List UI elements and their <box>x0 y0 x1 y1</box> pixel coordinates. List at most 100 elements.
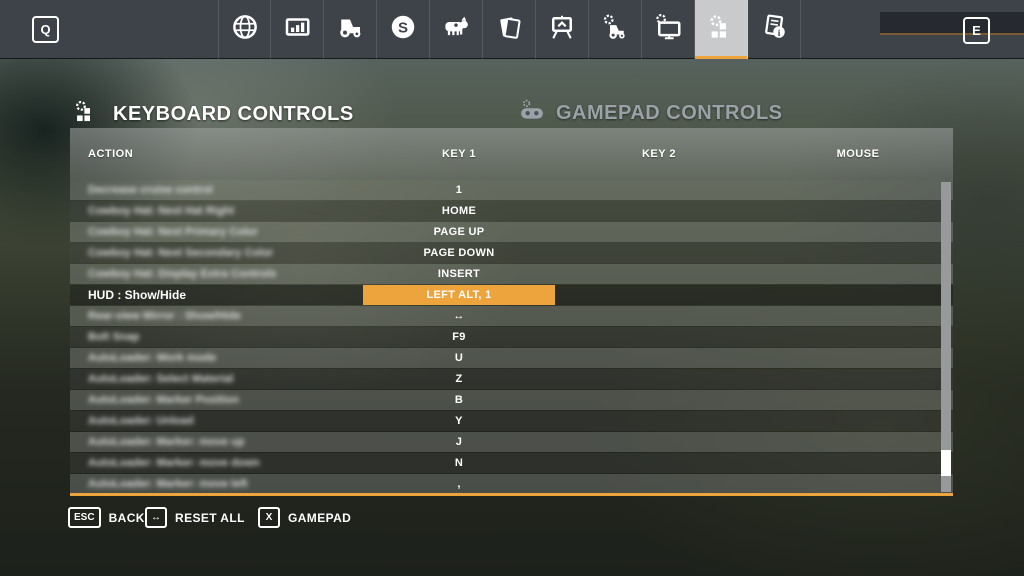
footer-button-label: BACK <box>108 510 145 525</box>
footer-button[interactable]: ESC BACK <box>68 507 145 528</box>
key1-binding: Y <box>455 415 463 427</box>
key1-binding: F9 <box>452 331 466 343</box>
table-row[interactable]: AutoLoader: Work mode U <box>70 348 953 368</box>
key-hint-box: ↔ <box>145 507 167 528</box>
tab-game-settings[interactable] <box>642 0 695 59</box>
table-rows: Decrease cruise control 1 Cowboy Hat: Ne… <box>70 180 953 493</box>
tab-help[interactable]: i <box>748 0 801 59</box>
tab-vehicles[interactable] <box>324 0 377 59</box>
table-scrollbar-thumb[interactable] <box>941 450 951 476</box>
action-label: AutoLoader: Marker: move down <box>88 457 260 469</box>
action-label: Rear-view Mirror : Show/Hide <box>88 310 241 322</box>
key1-binding: U <box>454 352 464 364</box>
key1-binding: PAGE UP <box>433 226 485 238</box>
column-header-mouse: MOUSE <box>836 148 880 160</box>
tab-controls[interactable] <box>695 0 748 59</box>
keyboard-controls-title: KEYBOARD CONTROLS <box>113 102 354 125</box>
key1-binding: N <box>454 457 464 469</box>
prev-tab-key-hint: Q <box>32 16 59 43</box>
tab-map[interactable] <box>218 0 271 59</box>
action-label: Decrease cruise control <box>88 184 213 196</box>
table-row[interactable]: AutoLoader: Select Material Z <box>70 369 953 389</box>
key-hint-box: X <box>258 507 280 528</box>
gamepad-controls-title: GAMEPAD CONTROLS <box>556 102 783 124</box>
footer-button-label: GAMEPAD <box>288 510 352 525</box>
keyboard-controls-header: KEYBOARD CONTROLS <box>72 98 354 130</box>
table-row[interactable]: HUD : Show/Hide LEFT ALT, 1 <box>70 285 953 305</box>
tab-contracts[interactable] <box>483 0 536 59</box>
top-tab-bar: Q E S <box>0 0 1024 59</box>
key-hint-box: ESC <box>68 507 101 528</box>
finances-icon: S <box>388 12 418 47</box>
game-settings-icon <box>653 12 683 47</box>
table-row[interactable]: Decrease cruise control 1 <box>70 180 953 200</box>
help-icon: i <box>759 12 789 47</box>
key1-binding: B <box>454 394 464 406</box>
tab-animals[interactable] <box>430 0 483 59</box>
table-row[interactable]: Cowboy Hat: Next Secondary Color PAGE DO… <box>70 243 953 263</box>
key1-binding: 1 <box>455 184 463 196</box>
footer-button[interactable]: X GAMEPAD <box>258 507 351 528</box>
table-row[interactable]: AutoLoader: Unload Y <box>70 411 953 431</box>
gamepad-icon <box>518 98 546 129</box>
action-label: Bolt Snap <box>88 331 140 343</box>
key1-binding: , <box>457 478 461 490</box>
action-label: Cowboy Hat: Next Primary Color <box>88 226 258 238</box>
statistics-icon <box>282 12 312 47</box>
production-icon <box>547 12 577 47</box>
table-row[interactable]: AutoLoader: Marker: move down N <box>70 453 953 473</box>
footer-button[interactable]: ↔ RESET ALL <box>145 507 245 528</box>
table-scrollbar-track[interactable] <box>941 182 951 492</box>
key1-binding: INSERT <box>437 268 481 280</box>
table-row[interactable]: Cowboy Hat: Next Hat Right HOME <box>70 201 953 221</box>
column-header-key1: KEY 1 <box>441 148 477 160</box>
contracts-icon <box>494 12 524 47</box>
tab-finances[interactable]: S <box>377 0 430 59</box>
action-label: AutoLoader: Marker Position <box>88 394 239 406</box>
column-header-key2: KEY 2 <box>641 148 677 160</box>
map-globe-icon <box>230 12 260 47</box>
action-label: Cowboy Hat: Next Hat Right <box>88 205 235 217</box>
table-header-row: ACTION KEY 1 KEY 2 MOUSE <box>70 128 953 180</box>
table-row[interactable]: Rear-view Mirror : Show/Hide ↔ <box>70 306 953 326</box>
table-row[interactable]: AutoLoader: Marker Position B <box>70 390 953 410</box>
gamepad-controls-header[interactable]: GAMEPAD CONTROLS <box>518 98 783 129</box>
right-hint-strip <box>880 12 1024 35</box>
key1-binding: PAGE DOWN <box>423 247 495 259</box>
table-row[interactable]: Cowboy Hat: Next Primary Color PAGE UP <box>70 222 953 242</box>
table-row[interactable]: AutoLoader: Marker: move left , <box>70 474 953 493</box>
footer-button-label: RESET ALL <box>175 510 245 525</box>
key1-binding: LEFT ALT, 1 <box>363 285 555 305</box>
tab-statistics[interactable] <box>271 0 324 59</box>
tab-strip: S <box>218 0 801 59</box>
action-label: AutoLoader: Unload <box>88 415 194 427</box>
vehicles-icon <box>335 12 365 47</box>
footer-button-bar: ESC BACK ↔ RESET ALL X GAMEPAD <box>0 507 1024 535</box>
action-label: AutoLoader: Marker: move left <box>88 478 248 490</box>
next-tab-key-hint: E <box>963 17 990 44</box>
svg-text:S: S <box>398 19 408 36</box>
table-row[interactable]: Cowboy Hat: Display Extra Controls INSER… <box>70 264 953 284</box>
action-label: HUD : Show/Hide <box>88 288 186 302</box>
key-bindings-table: ACTION KEY 1 KEY 2 MOUSE Decrease cruise… <box>70 128 953 496</box>
action-label: AutoLoader: Work mode <box>88 352 217 364</box>
animals-icon <box>441 12 471 47</box>
table-row[interactable]: Bolt Snap F9 <box>70 327 953 347</box>
action-label: AutoLoader: Marker: move up <box>88 436 245 448</box>
key1-binding: ↔ <box>453 310 465 322</box>
svg-text:i: i <box>778 29 781 39</box>
column-header-action: ACTION <box>88 148 134 160</box>
action-label: Cowboy Hat: Display Extra Controls <box>88 268 277 280</box>
action-label: Cowboy Hat: Next Secondary Color <box>88 247 274 259</box>
key1-binding: HOME <box>441 205 477 217</box>
vehicle-settings-icon <box>600 12 630 47</box>
tab-production[interactable] <box>536 0 589 59</box>
action-label: AutoLoader: Select Material <box>88 373 234 385</box>
key1-binding: Z <box>455 373 463 385</box>
tab-vehicle-settings[interactable] <box>589 0 642 59</box>
controls-icon <box>706 12 736 47</box>
keyboard-controls-icon <box>72 98 99 130</box>
table-row[interactable]: AutoLoader: Marker: move up J <box>70 432 953 452</box>
key1-binding: J <box>455 436 463 448</box>
